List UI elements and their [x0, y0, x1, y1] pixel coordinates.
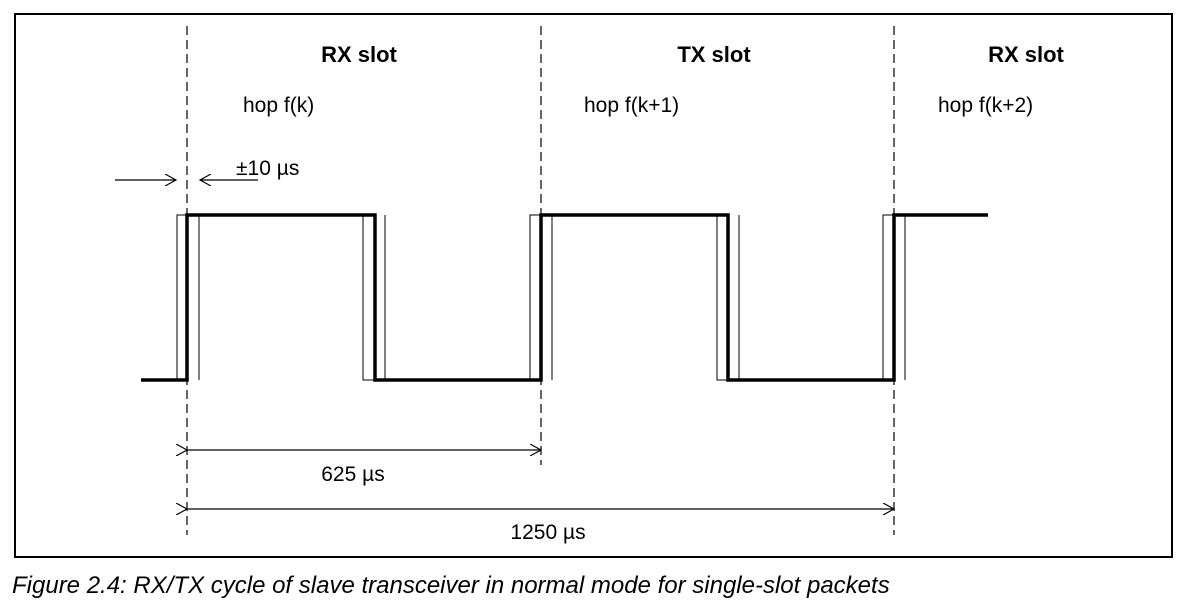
slot-title-2: TX slot — [677, 42, 751, 67]
hop-label-2: hop f(k+1) — [584, 94, 679, 117]
dimension-1250-label: 1250 µs — [510, 521, 585, 544]
figure-caption: Figure 2.4: RX/TX cycle of slave transce… — [12, 572, 890, 599]
rx-tx-waveform — [141, 213, 988, 382]
hop-label-1: hop f(k) — [243, 94, 314, 117]
tolerance-label: ±10 µs — [236, 157, 299, 180]
dimension-625-label: 625 µs — [321, 463, 384, 486]
hop-label-3: hop f(k+2) — [938, 94, 1033, 117]
slot-title-1: RX slot — [321, 42, 397, 67]
slot-title-3: RX slot — [988, 42, 1064, 67]
diagram-frame — [14, 13, 1173, 558]
